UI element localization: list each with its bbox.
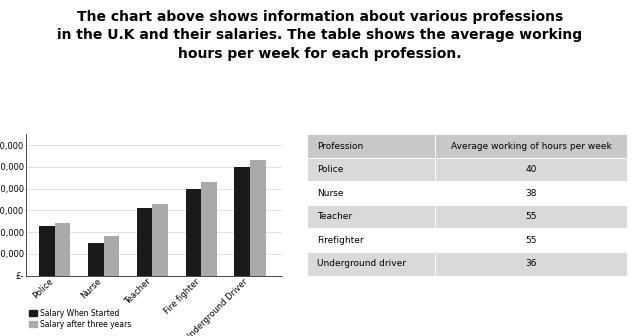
Text: The chart above shows information about various professions
in the U.K and their: The chart above shows information about … <box>58 10 582 61</box>
Text: 38: 38 <box>525 189 537 198</box>
Bar <box>307 181 435 205</box>
Bar <box>435 228 627 252</box>
Text: Average working of hours per week: Average working of hours per week <box>451 142 612 151</box>
Text: Firefighter: Firefighter <box>317 236 364 245</box>
Bar <box>307 252 435 276</box>
Text: 36: 36 <box>525 259 537 268</box>
Bar <box>152 204 168 276</box>
Bar <box>250 161 266 276</box>
Bar <box>201 182 217 276</box>
Text: 40: 40 <box>525 165 537 174</box>
Bar <box>186 189 201 276</box>
Bar <box>39 225 55 276</box>
Bar <box>435 205 627 228</box>
Text: Police: Police <box>317 165 343 174</box>
Text: 55: 55 <box>525 212 537 221</box>
Bar <box>104 237 119 276</box>
Legend: Salary When Started, Salary after three years: Salary When Started, Salary after three … <box>29 308 131 329</box>
Bar <box>435 181 627 205</box>
Bar <box>137 208 152 276</box>
Bar <box>435 158 627 181</box>
Bar <box>234 167 250 276</box>
Bar <box>307 134 435 158</box>
Bar <box>307 228 435 252</box>
Bar <box>307 158 435 181</box>
Bar <box>435 134 627 158</box>
Text: 55: 55 <box>525 236 537 245</box>
Bar <box>88 243 104 276</box>
Bar <box>307 205 435 228</box>
Text: Teacher: Teacher <box>317 212 352 221</box>
Text: Profession: Profession <box>317 142 363 151</box>
Bar <box>55 223 70 276</box>
Text: Nurse: Nurse <box>317 189 343 198</box>
Bar <box>435 252 627 276</box>
Text: Underground driver: Underground driver <box>317 259 406 268</box>
